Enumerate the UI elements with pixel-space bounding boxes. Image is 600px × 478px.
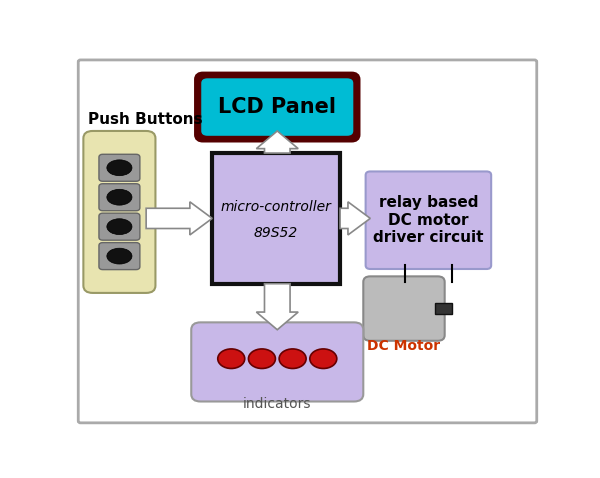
Text: relay based
DC motor
driver circuit: relay based DC motor driver circuit xyxy=(373,196,484,245)
FancyBboxPatch shape xyxy=(200,77,354,137)
Ellipse shape xyxy=(248,349,275,369)
FancyArrow shape xyxy=(256,131,298,153)
Text: LCD Panel: LCD Panel xyxy=(218,97,336,117)
FancyBboxPatch shape xyxy=(99,243,140,270)
FancyBboxPatch shape xyxy=(99,154,140,181)
Text: DC Motor: DC Motor xyxy=(367,339,440,353)
FancyBboxPatch shape xyxy=(99,213,140,240)
Ellipse shape xyxy=(310,349,337,369)
Text: 89S52: 89S52 xyxy=(254,226,298,240)
Bar xyxy=(436,304,452,314)
FancyBboxPatch shape xyxy=(365,172,491,269)
FancyBboxPatch shape xyxy=(364,276,445,341)
FancyBboxPatch shape xyxy=(83,131,155,293)
FancyArrow shape xyxy=(256,284,298,330)
Ellipse shape xyxy=(107,160,132,176)
Ellipse shape xyxy=(107,219,132,235)
Text: Push Buttons: Push Buttons xyxy=(88,112,203,128)
FancyArrow shape xyxy=(146,202,212,235)
FancyBboxPatch shape xyxy=(78,60,537,423)
FancyBboxPatch shape xyxy=(198,76,356,138)
Text: micro-controller: micro-controller xyxy=(221,200,332,214)
Ellipse shape xyxy=(107,248,132,264)
Ellipse shape xyxy=(279,349,306,369)
Bar xyxy=(212,153,340,284)
Ellipse shape xyxy=(107,189,132,205)
FancyArrow shape xyxy=(340,202,370,235)
FancyBboxPatch shape xyxy=(191,322,364,402)
FancyBboxPatch shape xyxy=(99,184,140,211)
Text: indicators: indicators xyxy=(243,397,311,412)
Ellipse shape xyxy=(218,349,245,369)
